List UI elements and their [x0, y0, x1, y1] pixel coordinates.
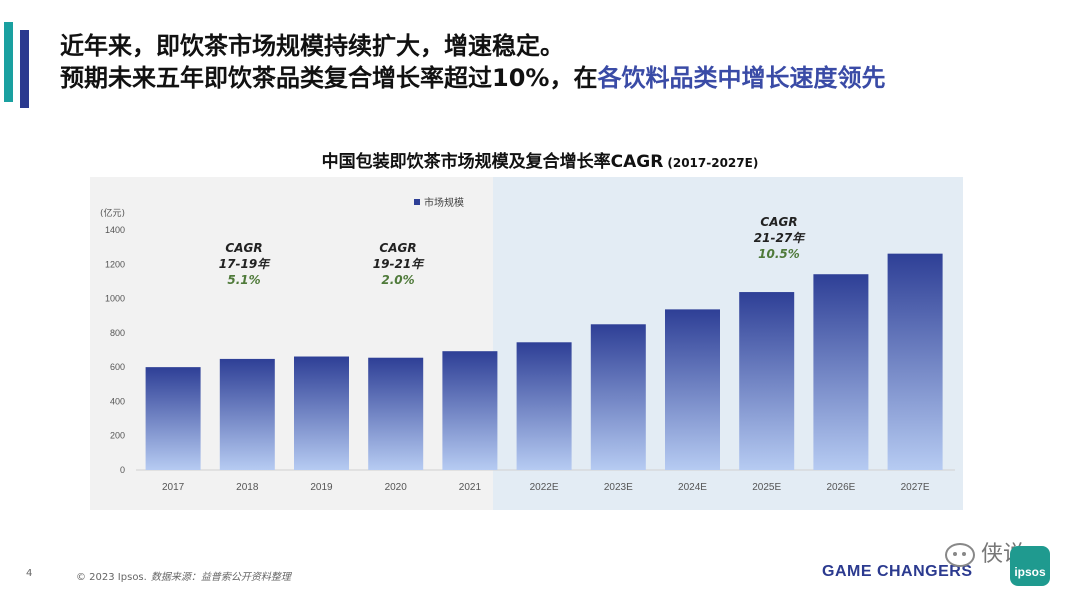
footer-copyright: © 2023 Ipsos. 数据来源：益普索公开资料整理 — [76, 568, 291, 583]
y-tick-label: 1200 — [105, 259, 125, 269]
x-tick-label: 2019 — [310, 482, 333, 493]
x-tick-label: 2018 — [236, 482, 259, 493]
headline-line-2-highlight: 各饮料品类中增长速度领先 — [597, 64, 886, 92]
copyright-text: © 2023 Ipsos. — [76, 572, 147, 583]
bar — [739, 292, 795, 470]
x-tick-label: 2027E — [901, 482, 930, 493]
cagr-label: CAGR — [225, 241, 262, 255]
x-tick-label: 2026E — [826, 482, 855, 493]
accent-bar-teal — [4, 22, 13, 102]
y-tick-label: 200 — [110, 431, 125, 441]
cagr-value: 5.1% — [227, 273, 260, 287]
page-number: 4 — [26, 568, 33, 579]
bar — [887, 253, 943, 470]
legend-label: 市场规模 — [424, 196, 464, 209]
y-tick-label: 400 — [110, 396, 125, 406]
bar — [665, 309, 720, 470]
x-tick-label: 2022E — [530, 482, 559, 493]
slide-headline: 近年来，即饮茶市场规模持续扩大，增速稳定。 预期未来五年即饮茶品类复合增长率超过… — [60, 30, 1060, 94]
cagr-period: 21-27年 — [754, 231, 806, 245]
chart-title-main: 中国包装即饮茶市场规模及复合增长率CAGR — [321, 152, 664, 172]
x-tick-label: 2020 — [385, 482, 408, 493]
wechat-icon — [945, 543, 975, 567]
bar — [590, 324, 646, 470]
chart-title: 中国包装即饮茶市场规模及复合增长率CAGR (2017-2027E) — [0, 147, 1080, 172]
bar — [219, 358, 275, 470]
bar — [294, 356, 349, 470]
cagr-period: 19-21年 — [373, 257, 425, 271]
source-note: 数据来源：益普索公开资料整理 — [150, 572, 291, 583]
y-tick-label: 0 — [120, 465, 125, 475]
y-tick-label: 1000 — [105, 294, 125, 304]
bar — [442, 351, 498, 470]
bar — [813, 274, 869, 470]
brand-tagline: GAME CHANGERS — [822, 563, 973, 580]
cagr-label: CAGR — [760, 215, 797, 229]
y-tick-label: 1400 — [105, 225, 125, 235]
cagr-period: 17-19年 — [219, 257, 271, 271]
x-tick-label: 2025E — [752, 482, 781, 493]
cagr-value: 10.5% — [758, 247, 800, 261]
ipsos-logo: ipsos — [1010, 546, 1050, 586]
x-tick-label: 2021 — [459, 482, 482, 493]
y-tick-label: 600 — [110, 362, 125, 372]
y-axis-label: (亿元) — [100, 207, 125, 219]
headline-line-2-prefix: 预期未来五年即饮茶品类复合增长率超过10%，在 — [60, 64, 598, 92]
headline-line-2: 预期未来五年即饮茶品类复合增长率超过10%，在各饮料品类中增长速度领先 — [60, 62, 1060, 94]
x-tick-label: 2023E — [604, 482, 633, 493]
x-tick-label: 2024E — [678, 482, 707, 493]
headline-line-1: 近年来，即饮茶市场规模持续扩大，增速稳定。 — [60, 32, 564, 60]
legend-swatch — [414, 199, 420, 205]
chart-title-sub: (2017-2027E) — [667, 156, 759, 170]
bar — [516, 342, 572, 470]
bar — [145, 367, 201, 470]
bar — [368, 357, 424, 470]
y-tick-label: 800 — [110, 328, 125, 338]
x-tick-label: 2017 — [162, 482, 185, 493]
cagr-value: 2.0% — [381, 273, 414, 287]
accent-bar-navy — [20, 30, 29, 108]
cagr-label: CAGR — [379, 241, 416, 255]
